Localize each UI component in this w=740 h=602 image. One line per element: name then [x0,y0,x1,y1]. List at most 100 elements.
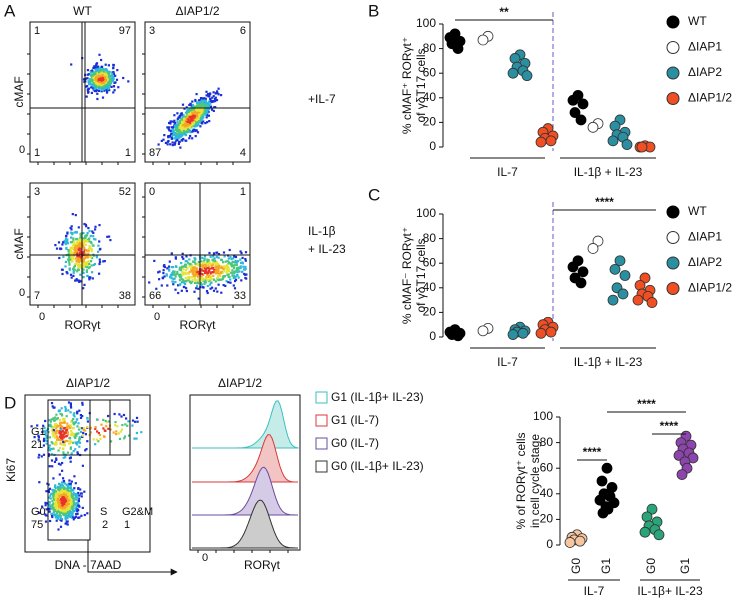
event [64,490,67,493]
event [96,69,100,72]
event [196,279,199,282]
event [58,482,61,485]
event [239,265,242,268]
event [106,235,109,238]
event [184,260,187,263]
event [107,82,110,85]
event [62,436,65,439]
event [169,133,172,137]
event [74,436,77,440]
event [49,449,52,452]
event [52,477,55,480]
event [62,456,65,459]
event [206,121,209,124]
row-label: + IL-23 [308,242,346,256]
event [76,252,79,256]
event [78,279,81,282]
event [76,255,79,258]
event [59,525,63,528]
event [241,262,244,265]
event [197,260,200,264]
event [216,274,220,277]
event [55,511,58,514]
event [220,265,223,268]
quadrant-value: 1 [34,25,40,37]
event [217,268,220,272]
event [58,256,61,260]
event [79,257,82,260]
event [93,238,96,241]
panel-label: A [4,1,16,20]
data-point [646,297,658,308]
event [60,407,63,410]
event [90,76,93,79]
event [113,412,116,416]
event [81,434,84,437]
event [54,244,57,247]
event [183,265,186,268]
event [101,81,104,84]
panel-label: C [368,185,380,204]
data-point [452,43,464,54]
event [72,441,75,444]
event [196,131,200,134]
event [51,503,55,506]
event [63,487,66,490]
event [55,435,58,438]
event [78,426,81,429]
event [95,256,98,259]
event [100,80,103,83]
event [98,69,102,72]
event [232,277,235,280]
event [178,268,181,271]
event [100,87,104,90]
event [79,255,82,259]
event [72,518,75,521]
event [59,494,62,497]
event [178,127,181,130]
event [71,267,75,270]
event [70,420,73,423]
event [64,407,67,410]
legend-swatch [315,460,328,473]
event [169,122,172,125]
event [74,507,77,510]
event [210,271,213,274]
event [192,268,195,271]
event [224,267,227,270]
event [195,116,199,119]
event [194,114,197,117]
event [73,503,77,506]
event [216,276,219,279]
significance-label: **** [637,397,656,411]
event [53,460,57,463]
event [148,281,151,284]
event [237,266,240,269]
event [92,235,95,238]
event [203,259,206,262]
event [232,271,235,274]
event [196,105,199,108]
event [81,403,84,406]
event [220,291,223,294]
event [171,144,174,147]
event [59,437,62,440]
event [86,234,89,237]
event [178,273,181,276]
event [204,279,207,282]
event [167,127,170,130]
event [66,495,69,498]
event [122,413,126,417]
event [78,248,81,251]
event [70,452,73,455]
event [65,491,68,494]
event [102,70,105,73]
event [183,263,187,266]
event [88,78,91,81]
event [185,263,188,266]
event [95,76,99,79]
event [52,511,55,514]
event [48,487,52,490]
event [62,481,65,484]
event [80,247,83,250]
